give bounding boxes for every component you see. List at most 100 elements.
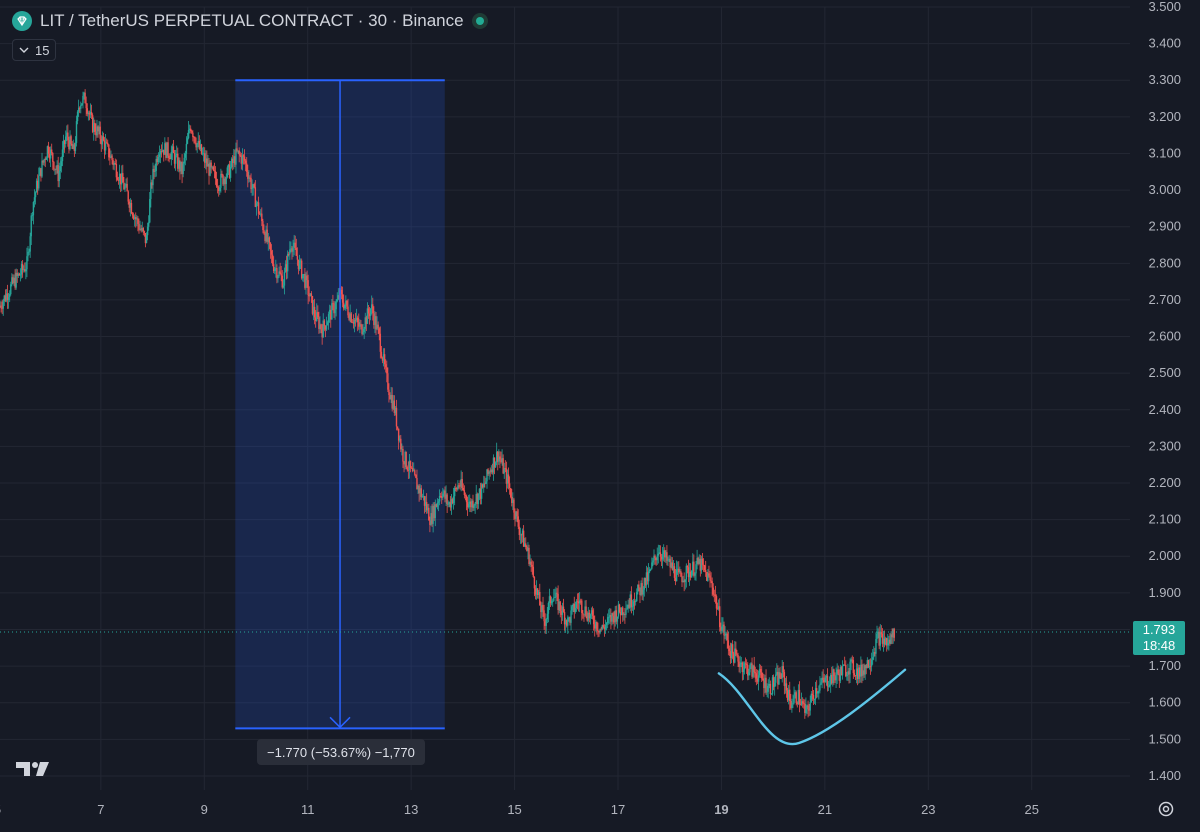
candle-body	[535, 588, 538, 595]
candle	[46, 145, 49, 162]
candle-body	[4, 295, 7, 301]
candle-body	[289, 249, 291, 255]
chart-settings-gear-icon[interactable]	[1156, 799, 1176, 819]
candle-body	[333, 303, 335, 314]
candle-body	[582, 612, 584, 615]
candle	[353, 317, 356, 333]
candle	[472, 494, 474, 511]
candle-body	[56, 165, 58, 170]
candle-body	[831, 674, 833, 684]
candle	[115, 159, 118, 182]
candle	[425, 493, 428, 514]
candle-body	[418, 485, 420, 494]
candle	[209, 160, 211, 177]
tradingview-logo-icon[interactable]	[16, 760, 52, 783]
candle-body	[538, 591, 540, 596]
candle-body	[425, 501, 428, 511]
candle-body	[108, 144, 110, 158]
candle	[528, 544, 530, 566]
candle-body	[167, 142, 169, 156]
candle	[723, 621, 725, 644]
price-axis[interactable]: 1.4001.5001.6001.7001.8001.9002.0002.100…	[1148, 0, 1181, 783]
candle	[226, 165, 229, 179]
candle	[56, 160, 58, 174]
candle	[763, 674, 765, 697]
candle-body	[759, 669, 762, 673]
candle-body	[136, 218, 138, 220]
candle	[172, 139, 175, 154]
candle	[771, 675, 774, 696]
candle	[798, 681, 801, 713]
candle	[491, 463, 494, 475]
candle	[777, 665, 779, 690]
candle-body	[218, 187, 220, 191]
candle	[648, 566, 651, 574]
candle-body	[699, 558, 702, 571]
candle-body	[526, 547, 528, 551]
candle	[574, 601, 577, 614]
candle-body	[361, 324, 363, 334]
candle-body	[842, 664, 845, 666]
time-axis[interactable]: 5791113151719212325	[0, 802, 1039, 817]
candle	[122, 164, 124, 183]
candle-body	[280, 273, 282, 276]
candle-body	[687, 567, 690, 578]
candle	[302, 274, 304, 282]
candle-body	[491, 469, 494, 473]
candle	[69, 130, 71, 151]
candle-body	[869, 666, 872, 668]
candle	[267, 232, 269, 251]
candle	[853, 669, 856, 677]
candle	[859, 664, 861, 683]
candle	[560, 605, 563, 624]
candle-body	[335, 301, 337, 310]
time-axis-label: 21	[818, 802, 832, 817]
candle-body	[682, 580, 684, 583]
candle-body	[807, 705, 809, 710]
candle-body	[308, 295, 310, 297]
candle	[752, 664, 754, 679]
candle	[477, 493, 480, 509]
candle-body	[113, 163, 115, 165]
time-axis-label: 15	[507, 802, 521, 817]
candle-body	[668, 558, 670, 560]
candle-body	[367, 308, 370, 314]
candle-body	[889, 639, 891, 644]
candle	[475, 484, 477, 509]
last-price-value: 1.793	[1142, 622, 1176, 637]
candle-body	[0, 305, 1, 308]
candle	[420, 485, 422, 500]
price-axis-label: 3.200	[1148, 109, 1181, 124]
candle	[256, 201, 259, 207]
candle-body	[156, 158, 159, 163]
candle-body	[715, 596, 718, 609]
candle	[460, 470, 462, 492]
candle	[331, 298, 333, 320]
candle	[366, 302, 369, 324]
indicators-collapse-button[interactable]: 15	[12, 39, 57, 61]
candle-body	[671, 562, 674, 570]
candle-body	[554, 597, 556, 599]
measure-arrow-head	[329, 716, 351, 729]
candle	[686, 565, 689, 574]
candle	[783, 669, 786, 695]
candle-body	[697, 557, 699, 564]
symbol-header[interactable]: LIT / TetherUS PERPETUAL CONTRACT · 30 ·…	[12, 9, 488, 33]
candle	[576, 593, 579, 610]
candle-body	[710, 580, 712, 582]
candle	[218, 185, 220, 197]
candle	[832, 665, 834, 687]
candle	[740, 656, 742, 668]
candle-body	[433, 505, 435, 519]
candle-body	[633, 601, 636, 603]
candle	[403, 460, 405, 473]
rounding-bottom-curve[interactable]	[717, 668, 907, 746]
candle-body	[254, 187, 257, 207]
candle-body	[541, 605, 543, 613]
candle-body	[539, 591, 541, 606]
candle	[224, 176, 226, 193]
time-axis-label: 23	[921, 802, 935, 817]
candle-body	[505, 468, 508, 484]
